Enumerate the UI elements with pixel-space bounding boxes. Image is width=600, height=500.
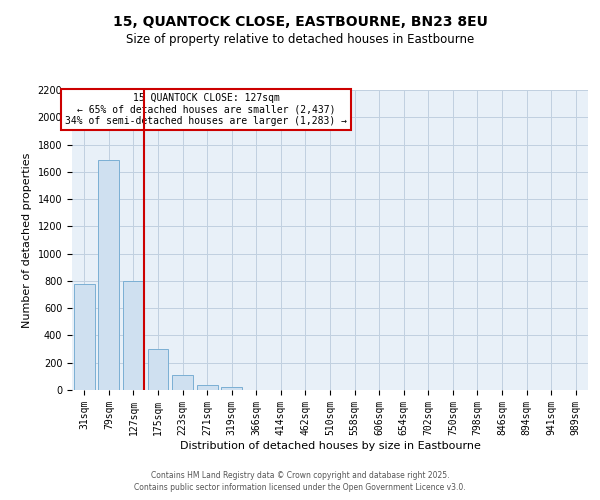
Bar <box>172 375 193 390</box>
Text: Contains public sector information licensed under the Open Government Licence v3: Contains public sector information licen… <box>134 484 466 492</box>
Bar <box>98 160 119 390</box>
Bar <box>148 349 169 390</box>
Bar <box>197 384 218 390</box>
Text: 15, QUANTOCK CLOSE, EASTBOURNE, BN23 8EU: 15, QUANTOCK CLOSE, EASTBOURNE, BN23 8EU <box>113 15 487 29</box>
Text: Contains HM Land Registry data © Crown copyright and database right 2025.: Contains HM Land Registry data © Crown c… <box>151 471 449 480</box>
Y-axis label: Number of detached properties: Number of detached properties <box>22 152 32 328</box>
Text: 15 QUANTOCK CLOSE: 127sqm
← 65% of detached houses are smaller (2,437)
34% of se: 15 QUANTOCK CLOSE: 127sqm ← 65% of detac… <box>65 93 347 126</box>
Bar <box>123 281 144 390</box>
Text: Size of property relative to detached houses in Eastbourne: Size of property relative to detached ho… <box>126 32 474 46</box>
X-axis label: Distribution of detached houses by size in Eastbourne: Distribution of detached houses by size … <box>179 440 481 450</box>
Bar <box>74 284 95 390</box>
Bar <box>221 388 242 390</box>
